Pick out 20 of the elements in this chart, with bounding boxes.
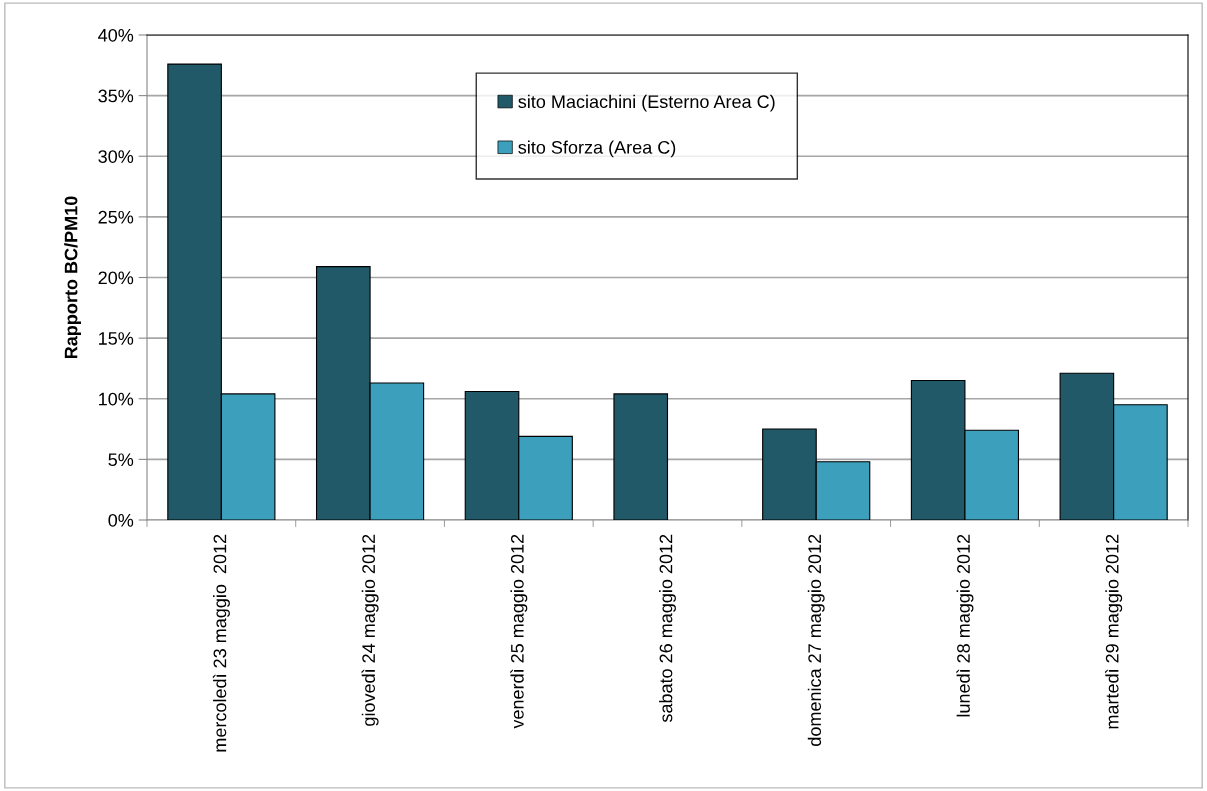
y-tick-label: 5% [108, 453, 134, 467]
x-tick-label: domenica 27 maggio 2012 [807, 534, 825, 746]
y-tick-label: 15% [99, 332, 134, 345]
x-tick-label: sabato 26 maggio 2012 [659, 534, 676, 723]
y-tick-label: 35% [98, 89, 134, 103]
x-tick-label: martedì 29 maggio 2012 [1105, 534, 1123, 729]
x-tick-label: mercoledì 23 maggio 2012 [212, 534, 230, 752]
y-tick-label: 20% [98, 271, 134, 285]
legend-label: sito Maciachini (Esterno Area C) [518, 94, 775, 112]
x-tick-label: lunedì 28 maggio 2012 [956, 534, 974, 717]
y-tick-label: 40% [98, 28, 134, 42]
y-tick-label: 30% [98, 150, 134, 163]
y-axis-title: Rapporto BC/PM10 [64, 196, 81, 359]
bar [613, 393, 669, 520]
x-tick-label: venerdì 25 maggio 2012 [510, 534, 528, 729]
y-tick-label: 10% [99, 392, 134, 406]
legend-label: sito Sforza (Area C) [518, 140, 676, 158]
y-tick-label: 25% [98, 210, 134, 224]
x-tick-label: giovedì 24 maggio 2012 [361, 534, 379, 726]
y-tick-label: 0% [108, 513, 134, 527]
